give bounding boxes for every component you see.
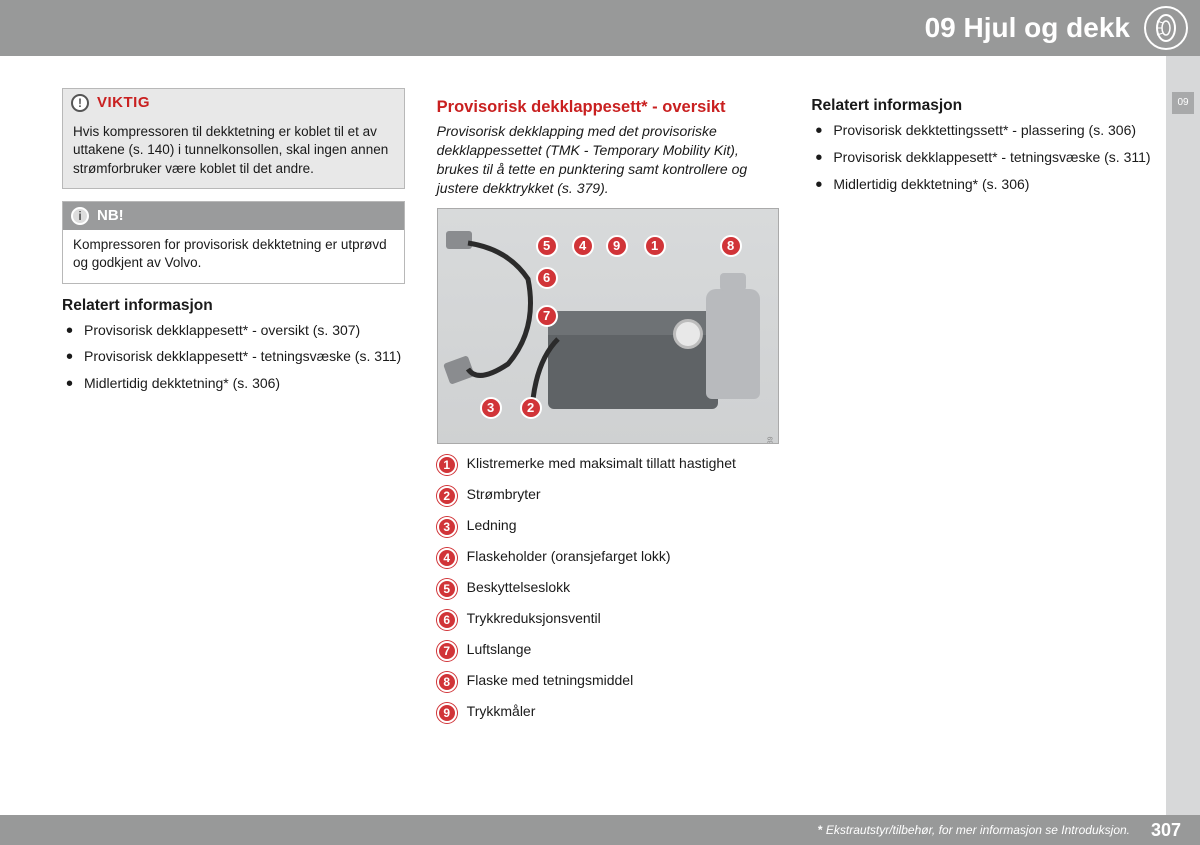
legend-item: 6 Trykkreduksjonsventil: [437, 609, 780, 630]
important-label: VIKTIG: [97, 93, 150, 113]
legend-number: 3: [437, 517, 457, 537]
callout-badge: 6: [536, 267, 558, 289]
list-item: Provisorisk dekklappesett* - oversikt (s…: [64, 321, 405, 340]
side-strip: 09: [1166, 56, 1200, 845]
related-list-left: Provisorisk dekklappesett* - oversikt (s…: [62, 321, 405, 394]
legend-number: 9: [437, 703, 457, 723]
legend-text: Flaske med tetningsmiddel: [467, 671, 634, 690]
callout-badge: 8: [720, 235, 742, 257]
exclamation-icon: !: [71, 94, 89, 112]
footer-note-text: Ekstrautstyr/tilbehør, for mer informasj…: [823, 823, 1130, 837]
note-body: Kompressoren for provisorisk dekktetning…: [63, 230, 404, 282]
section-heading: Provisorisk dekklappesett* - oversikt: [437, 96, 780, 118]
legend-number: 8: [437, 672, 457, 692]
page-content: ! VIKTIG Hvis kompressoren til dekktetni…: [62, 88, 1154, 805]
column-left: ! VIKTIG Hvis kompressoren til dekktetni…: [62, 88, 405, 805]
legend-text: Strømbryter: [467, 485, 541, 504]
info-icon: i: [71, 207, 89, 225]
legend-item: 3 Ledning: [437, 516, 780, 537]
side-tab: 09: [1172, 92, 1194, 114]
legend-item: 8 Flaske med tetningsmiddel: [437, 671, 780, 692]
legend-item: 5 Beskyttelseslokk: [437, 578, 780, 599]
legend-number: 6: [437, 610, 457, 630]
tire-icon: [1144, 6, 1188, 50]
legend-number: 4: [437, 548, 457, 568]
important-header: ! VIKTIG: [63, 89, 404, 117]
note-box: i NB! Kompressoren for provisorisk dekkt…: [62, 201, 405, 284]
page-footer: * Ekstrautstyr/tilbehør, for mer informa…: [0, 815, 1200, 845]
column-right: Relatert informasjon Provisorisk dekktet…: [811, 88, 1154, 805]
callout-badge: 3: [480, 397, 502, 419]
diagram-credit: G047639: [766, 437, 775, 444]
legend-text: Trykkmåler: [467, 702, 536, 721]
legend-item: 2 Strømbryter: [437, 485, 780, 506]
callout-badge: 9: [606, 235, 628, 257]
legend-number: 7: [437, 641, 457, 661]
callout-badge: 2: [520, 397, 542, 419]
legend-item: 1 Klistremerke med maksimalt tillatt hast…: [437, 454, 780, 475]
section-intro: Provisorisk dekklapping med det provisor…: [437, 122, 780, 198]
legend-item: 7 Luftslange: [437, 640, 780, 661]
list-item: Midlertidig dekktetning* (s. 306): [813, 175, 1154, 194]
legend-text: Ledning: [467, 516, 517, 535]
related-heading-left: Relatert informasjon: [62, 296, 405, 317]
list-item: Midlertidig dekktetning* (s. 306): [64, 374, 405, 393]
callout-badge: 5: [536, 235, 558, 257]
important-body: Hvis kompressoren til dekktetning er kob…: [63, 117, 404, 188]
list-item: Provisorisk dekklappesett* - tetningsvæs…: [813, 148, 1154, 167]
related-list-right: Provisorisk dekktettingssett* - plasseri…: [811, 121, 1154, 194]
legend-list: 1 Klistremerke med maksimalt tillatt hast…: [437, 454, 780, 723]
tmk-diagram: G047639 5491 8 6 7 32: [437, 208, 780, 444]
page-number: 307: [1144, 818, 1188, 842]
related-heading-right: Relatert informasjon: [811, 96, 1154, 117]
note-header: i NB!: [63, 202, 404, 230]
legend-number: 2: [437, 486, 457, 506]
callout-badge: 4: [572, 235, 594, 257]
legend-text: Beskyttelseslokk: [467, 578, 570, 597]
legend-text: Trykkreduksjonsventil: [467, 609, 601, 628]
footer-note: * Ekstrautstyr/tilbehør, for mer informa…: [818, 822, 1130, 838]
legend-text: Klistremerke med maksimalt tillatt hasti…: [467, 454, 736, 473]
list-item: Provisorisk dekklappesett* - tetningsvæs…: [64, 347, 405, 366]
legend-text: Flaskeholder (oransjefarget lokk): [467, 547, 671, 566]
note-label: NB!: [97, 206, 124, 226]
legend-number: 1: [437, 455, 457, 475]
callout-badge: 7: [536, 305, 558, 327]
callout-badge: 1: [644, 235, 666, 257]
legend-text: Luftslange: [467, 640, 532, 659]
legend-number: 5: [437, 579, 457, 599]
column-center: Provisorisk dekklappesett* - oversikt Pr…: [437, 88, 780, 805]
legend-item: 9 Trykkmåler: [437, 702, 780, 723]
important-box: ! VIKTIG Hvis kompressoren til dekktetni…: [62, 88, 405, 189]
legend-item: 4 Flaskeholder (oransjefarget lokk): [437, 547, 780, 568]
list-item: Provisorisk dekktettingssett* - plasseri…: [813, 121, 1154, 140]
chapter-header: 09 Hjul og dekk: [0, 0, 1200, 56]
chapter-title: 09 Hjul og dekk: [925, 9, 1130, 47]
